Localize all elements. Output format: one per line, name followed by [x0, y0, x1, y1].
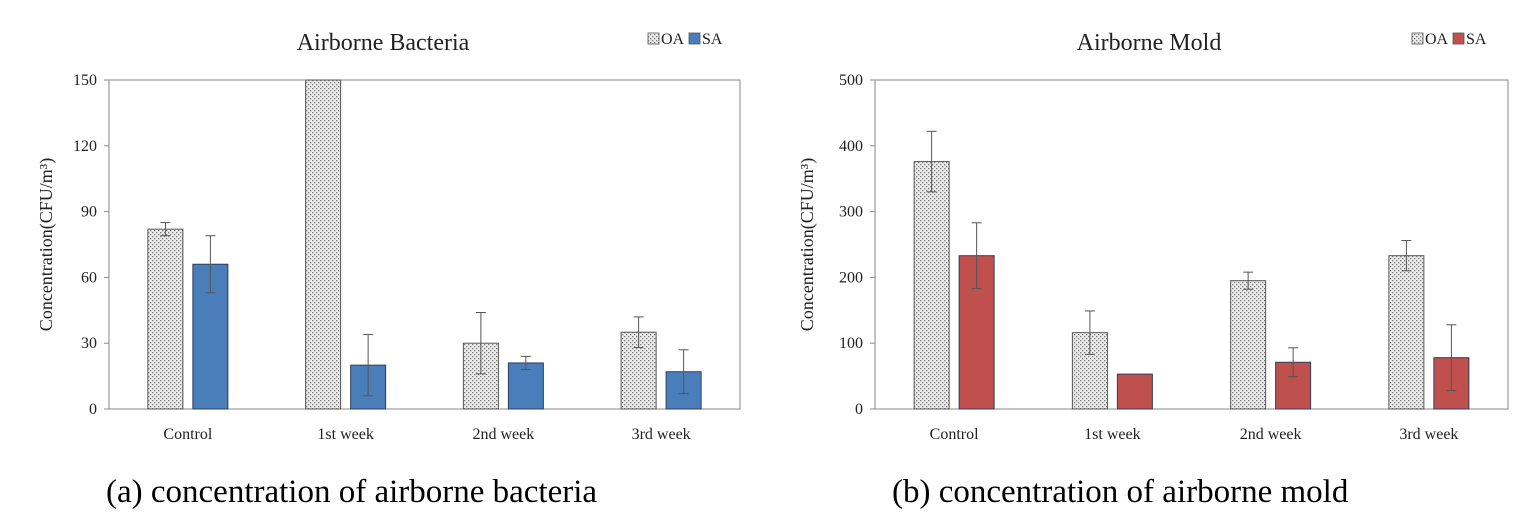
error-bar-sa	[678, 349, 689, 395]
bar-sa	[507, 362, 544, 410]
error-bar-sa	[971, 222, 982, 290]
x-tick-label: 2nd week	[472, 426, 534, 443]
y-tick-label: 300	[839, 204, 863, 221]
error-bar-oa	[1401, 240, 1412, 272]
x-tick-label: 2nd week	[1240, 426, 1302, 443]
bar-oa	[1230, 280, 1267, 410]
mold-chart-panel: Airborne Mold OA SA 0 100 200 300 400 500 Concent…	[768, 0, 1535, 524]
error-bar-oa	[1243, 271, 1254, 290]
mold-caption: (b) concentration of airborne mold	[892, 474, 1349, 510]
bar-oa	[147, 228, 184, 410]
y-tick-label: 500	[839, 72, 863, 89]
x-tick-label: 3rd week	[632, 426, 691, 443]
y-tick-label: 0	[89, 401, 97, 418]
y-tick-label: 60	[81, 269, 97, 286]
x-tick-label: Control	[163, 426, 212, 443]
plot-area	[108, 79, 741, 410]
y-tick-label: 200	[839, 269, 863, 286]
chart-title: Airborne Bacteria	[297, 30, 470, 56]
legend-swatch-sa	[1452, 32, 1465, 45]
error-bar-oa	[926, 130, 937, 193]
y-tick-label: 30	[81, 335, 97, 352]
error-bar-sa	[1446, 324, 1457, 392]
y-tick-label: 120	[73, 138, 97, 155]
y-axis-label: Concentration(CFU/m³)	[36, 158, 57, 331]
x-tick-label: 3rd week	[1399, 426, 1458, 443]
error-bar-sa	[1288, 347, 1299, 378]
legend-label-sa: SA	[1466, 31, 1487, 48]
bar-oa	[913, 161, 950, 410]
error-bar-oa	[475, 311, 486, 375]
x-tick-label: Control	[930, 426, 979, 443]
y-tick-label: 90	[81, 204, 97, 221]
legend-label-oa: OA	[1425, 31, 1449, 48]
bar-sa	[1116, 373, 1153, 410]
bar-oa	[1388, 255, 1425, 410]
error-bar-oa	[160, 222, 171, 237]
bacteria-chart: Airborne Bacteria OA SA 0 30 60 90 120 150 Concen…	[36, 30, 741, 443]
y-axis-label: Concentration(CFU/m³)	[797, 158, 818, 331]
y-tick-label: 0	[855, 401, 863, 418]
y-tick-label: 100	[839, 335, 863, 352]
legend-label-oa: OA	[661, 31, 685, 48]
error-bar-sa	[363, 333, 374, 397]
x-tick-label: 1st week	[317, 426, 373, 443]
chart-title: Airborne Mold	[1077, 30, 1222, 56]
legend-swatch-oa	[647, 32, 660, 45]
legend-label-sa: SA	[702, 31, 723, 48]
error-bar-sa	[520, 355, 531, 371]
mold-chart: Airborne Mold OA SA 0 100 200 300 400 500 Concent…	[797, 30, 1509, 443]
error-bar-oa	[633, 316, 644, 349]
x-tick-label: 1st week	[1084, 426, 1140, 443]
error-bar-sa	[205, 235, 216, 294]
bacteria-caption: (a) concentration of airborne bacteria	[106, 474, 598, 510]
y-tick-label: 150	[73, 72, 97, 89]
bar-oa	[305, 79, 342, 410]
bacteria-chart-panel: Airborne Bacteria OA SA 0 30 60 90 120 150 Concen…	[36, 30, 741, 510]
legend-swatch-sa	[688, 32, 701, 45]
y-tick-label: 400	[839, 138, 863, 155]
error-bar-oa	[1084, 310, 1095, 355]
plot-area	[874, 79, 1509, 410]
legend-swatch-oa	[1411, 32, 1424, 45]
